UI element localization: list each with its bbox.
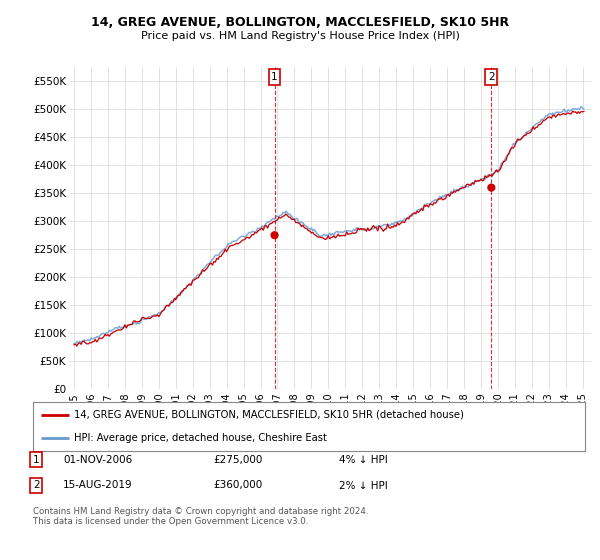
- Text: Contains HM Land Registry data © Crown copyright and database right 2024.
This d: Contains HM Land Registry data © Crown c…: [33, 507, 368, 526]
- Text: 2: 2: [488, 72, 494, 82]
- Text: 14, GREG AVENUE, BOLLINGTON, MACCLESFIELD, SK10 5HR (detached house): 14, GREG AVENUE, BOLLINGTON, MACCLESFIEL…: [74, 410, 464, 420]
- Point: [270, 231, 280, 240]
- Text: 1: 1: [271, 72, 278, 82]
- Text: £360,000: £360,000: [213, 480, 262, 491]
- Text: 4% ↓ HPI: 4% ↓ HPI: [339, 455, 388, 465]
- Point: [487, 183, 496, 192]
- Text: Price paid vs. HM Land Registry's House Price Index (HPI): Price paid vs. HM Land Registry's House …: [140, 31, 460, 41]
- Text: 14, GREG AVENUE, BOLLINGTON, MACCLESFIELD, SK10 5HR: 14, GREG AVENUE, BOLLINGTON, MACCLESFIEL…: [91, 16, 509, 29]
- Text: 15-AUG-2019: 15-AUG-2019: [63, 480, 133, 491]
- Text: £275,000: £275,000: [213, 455, 262, 465]
- Text: HPI: Average price, detached house, Cheshire East: HPI: Average price, detached house, Ches…: [74, 433, 327, 444]
- Text: 1: 1: [33, 455, 40, 465]
- Text: 01-NOV-2006: 01-NOV-2006: [63, 455, 132, 465]
- Text: 2: 2: [33, 480, 40, 491]
- Text: 2% ↓ HPI: 2% ↓ HPI: [339, 480, 388, 491]
